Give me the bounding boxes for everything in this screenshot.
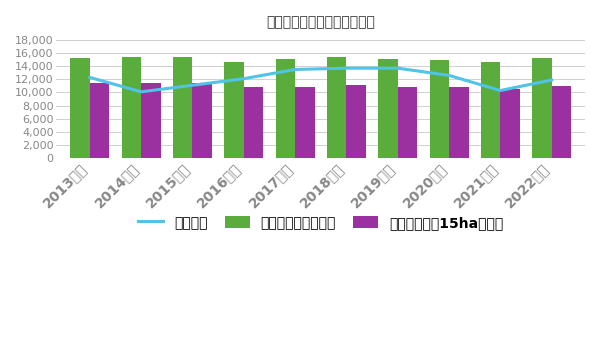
Bar (551, 86, 571, 158)
Bar (500, 89, 520, 158)
Bar (398, 87, 417, 158)
販売価格 (394, 66, 401, 70)
販売価格 (343, 66, 350, 70)
販売価格 (240, 77, 247, 81)
Bar (173, 57, 193, 158)
Bar (295, 87, 314, 158)
Bar (481, 62, 500, 158)
販売価格 (292, 68, 299, 72)
Bar (532, 58, 551, 158)
販売価格 (497, 89, 504, 93)
販売価格 (86, 75, 94, 79)
販売価格 (548, 78, 555, 82)
Bar (449, 87, 469, 158)
Bar (70, 58, 90, 158)
Bar (141, 82, 161, 158)
Bar (346, 84, 366, 158)
販売価格 (189, 83, 196, 87)
Bar (90, 83, 109, 158)
Bar (378, 59, 398, 158)
販売価格 (137, 90, 145, 94)
Bar (224, 62, 244, 158)
Legend: 販売価格, 生産コスト（平均）, 生産コスト（15ha以上）: 販売価格, 生産コスト（平均）, 生産コスト（15ha以上） (133, 210, 509, 235)
Bar (327, 57, 346, 158)
Bar (430, 59, 449, 158)
Title: 米生産費と販売価格との対比: 米生産費と販売価格との対比 (266, 15, 375, 29)
Bar (244, 87, 263, 158)
Line: 販売価格: 販売価格 (90, 68, 551, 92)
Bar (193, 83, 212, 158)
Bar (122, 57, 141, 158)
Bar (275, 59, 295, 158)
販売価格 (445, 73, 452, 77)
